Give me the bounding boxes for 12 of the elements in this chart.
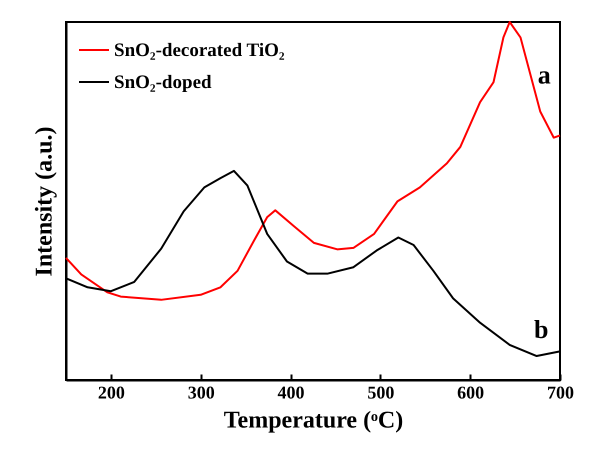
x-axis-title: Temperature (ᵒC) xyxy=(224,408,404,434)
annotation: a xyxy=(538,60,551,90)
legend-label: SnO₂-doped xyxy=(114,72,212,93)
x-tick-label: 600 xyxy=(457,382,484,402)
x-tick-label: 200 xyxy=(98,382,125,402)
x-tick-label: 500 xyxy=(367,382,394,402)
y-axis-title: Intensity (a.u.) xyxy=(32,126,58,277)
x-tick-label: 700 xyxy=(547,382,574,402)
x-tick-label: 300 xyxy=(188,382,215,402)
x-tick-label: 400 xyxy=(278,382,305,402)
legend-label: SnO₂-decorated TiO₂ xyxy=(114,40,285,61)
annotation: b xyxy=(534,314,548,344)
